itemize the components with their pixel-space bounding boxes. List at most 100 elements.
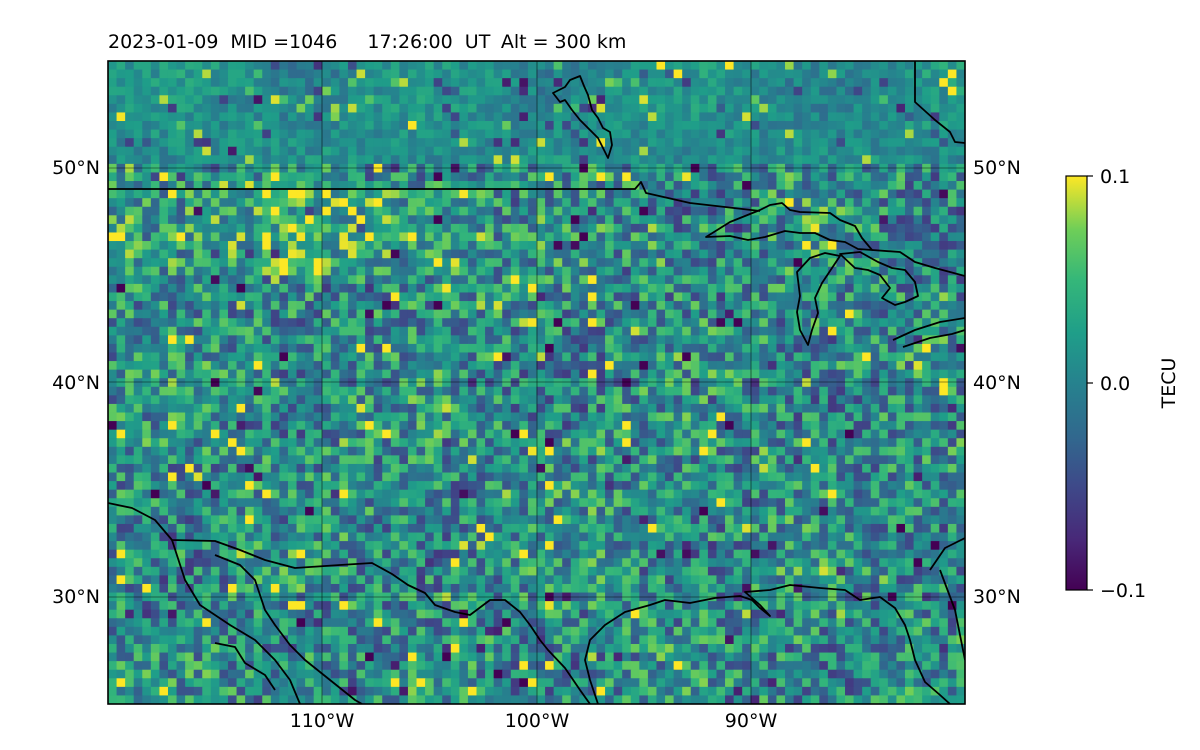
heatmap-cell: [262, 198, 272, 208]
heatmap-cell: [125, 292, 135, 302]
heatmap-cell: [167, 61, 178, 71]
heatmap-cell: [313, 163, 323, 174]
heatmap-cell: [253, 86, 263, 96]
heatmap-cell: [707, 78, 718, 88]
heatmap-cell: [802, 189, 812, 199]
heatmap-cell: [382, 163, 392, 174]
heatmap-cell: [913, 472, 923, 482]
heatmap-cell: [716, 266, 726, 276]
heatmap-cell: [493, 326, 503, 336]
heatmap-cell: [810, 266, 820, 276]
heatmap-cell: [656, 343, 666, 354]
heatmap-cell: [425, 429, 435, 439]
heatmap-cell: [879, 138, 889, 148]
heatmap-cell: [647, 103, 658, 114]
heatmap-cell: [502, 361, 512, 371]
heatmap-cell: [562, 378, 572, 388]
heatmap-cell: [185, 181, 195, 191]
heatmap-cell: [287, 223, 298, 234]
heatmap-cell: [545, 69, 555, 79]
heatmap-cell: [630, 172, 640, 182]
heatmap-cell: [827, 421, 838, 431]
heatmap-cell: [725, 301, 735, 311]
heatmap-cell: [947, 232, 958, 242]
heatmap-cell: [587, 146, 598, 156]
heatmap-cell: [742, 361, 752, 371]
heatmap-cell: [579, 395, 589, 405]
heatmap-cell: [896, 138, 906, 148]
heatmap-cell: [279, 146, 289, 156]
heatmap-cell: [956, 155, 965, 165]
heatmap-cell: [810, 95, 820, 105]
heatmap-cell: [870, 386, 880, 396]
heatmap-cell: [716, 163, 726, 174]
heatmap-cell: [905, 318, 915, 328]
heatmap-cell: [845, 69, 855, 79]
heatmap-cell: [330, 309, 340, 319]
heatmap-cell: [673, 198, 683, 208]
heatmap-cell: [425, 78, 435, 88]
heatmap-cell: [433, 283, 443, 294]
heatmap-cell: [467, 103, 478, 114]
heatmap-cell: [776, 292, 786, 302]
heatmap-cell: [433, 318, 443, 328]
heatmap-cell: [630, 301, 640, 311]
heatmap-cell: [202, 112, 212, 122]
heatmap-cell: [553, 189, 563, 199]
heatmap-cell: [665, 275, 675, 285]
heatmap-cell: [279, 223, 289, 234]
heatmap-cell: [536, 241, 546, 251]
heatmap-cell: [767, 326, 778, 336]
heatmap-cell: [639, 249, 649, 259]
heatmap-cell: [579, 189, 589, 199]
heatmap-cell: [605, 481, 615, 491]
heatmap-cell: [416, 421, 426, 431]
heatmap-cell: [930, 309, 940, 319]
heatmap-cell: [176, 232, 186, 242]
heatmap-cell: [313, 318, 323, 328]
heatmap-cell: [870, 301, 880, 311]
heatmap-cell: [425, 95, 435, 105]
heatmap-cell: [690, 266, 700, 276]
heatmap-cell: [125, 412, 135, 422]
heatmap-cell: [947, 378, 958, 388]
heatmap-cell: [707, 378, 718, 388]
heatmap-cell: [193, 352, 203, 362]
heatmap-cell: [493, 129, 503, 139]
heatmap-cell: [510, 343, 520, 354]
heatmap-cell: [467, 343, 478, 354]
heatmap-cell: [836, 198, 846, 208]
heatmap-cell: [219, 189, 229, 199]
heatmap-cell: [219, 369, 229, 379]
heatmap-cell: [887, 421, 898, 431]
heatmap-cell: [210, 438, 221, 448]
heatmap-cell: [476, 446, 486, 456]
heatmap-cell: [716, 292, 726, 302]
heatmap-cell: [287, 121, 298, 131]
heatmap-cell: [287, 198, 298, 208]
heatmap-cell: [210, 103, 221, 114]
heatmap-cell: [296, 326, 306, 336]
heatmap-cell: [716, 283, 726, 294]
heatmap-cell: [802, 121, 812, 131]
heatmap-cell: [519, 121, 529, 131]
heatmap-cell: [236, 283, 246, 294]
heatmap-cell: [159, 283, 169, 294]
heatmap-cell: [313, 241, 323, 251]
heatmap-cell: [442, 172, 452, 182]
heatmap-cell: [176, 103, 186, 114]
heatmap-cell: [622, 266, 632, 276]
heatmap-cell: [887, 429, 898, 439]
heatmap-cell: [527, 146, 538, 156]
heatmap-cell: [433, 206, 443, 216]
heatmap-cell: [502, 69, 512, 79]
heatmap-cell: [493, 378, 503, 388]
heatmap-cell: [167, 343, 178, 354]
heatmap-cell: [750, 481, 760, 491]
heatmap-cell: [536, 138, 546, 148]
heatmap-cell: [253, 438, 263, 448]
heatmap-cell: [313, 395, 323, 405]
heatmap-cell: [836, 155, 846, 165]
heatmap-cell: [270, 463, 280, 474]
heatmap-cell: [545, 463, 555, 474]
